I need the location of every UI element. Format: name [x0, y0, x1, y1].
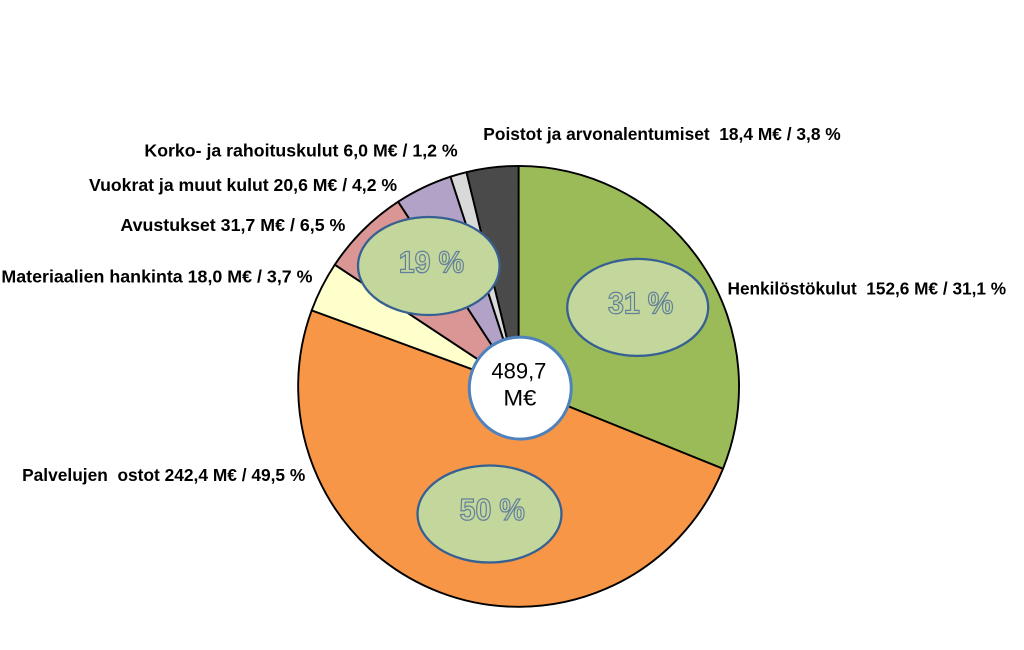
svg-text:Poistot ja arvonalentumiset 1: Poistot ja arvonalentumiset 18,4 M€ / 3,… — [483, 124, 840, 144]
svg-text:Palvelujen ostot 242,4 M€ / 4: Palvelujen ostot 242,4 M€ / 49,5 % — [22, 465, 305, 485]
svg-text:Henkilöstökulut 152,6 M€ / 31: Henkilöstökulut 152,6 M€ / 31,1 % — [728, 279, 1007, 299]
svg-text:489,7: 489,7 — [491, 359, 546, 384]
svg-text:Materiaalien hankinta 18,0 M€: Materiaalien hankinta 18,0 M€ / 3,7 % — [1, 266, 312, 286]
svg-text:50 %: 50 % — [460, 492, 525, 527]
svg-text:Vuokrat ja muut kulut 20,6 M€: Vuokrat ja muut kulut 20,6 M€ / 4,2 % — [89, 175, 397, 195]
svg-text:19 %: 19 % — [399, 245, 464, 280]
svg-text:Avustukset 31,7 M€ / 6,5 %: Avustukset 31,7 M€ / 6,5 % — [120, 215, 345, 235]
svg-text:Korko- ja rahoituskulut 6,0 M€: Korko- ja rahoituskulut 6,0 M€ / 1,2 % — [144, 141, 457, 161]
svg-text:31 %: 31 % — [608, 286, 673, 321]
svg-text:M€: M€ — [503, 385, 536, 410]
